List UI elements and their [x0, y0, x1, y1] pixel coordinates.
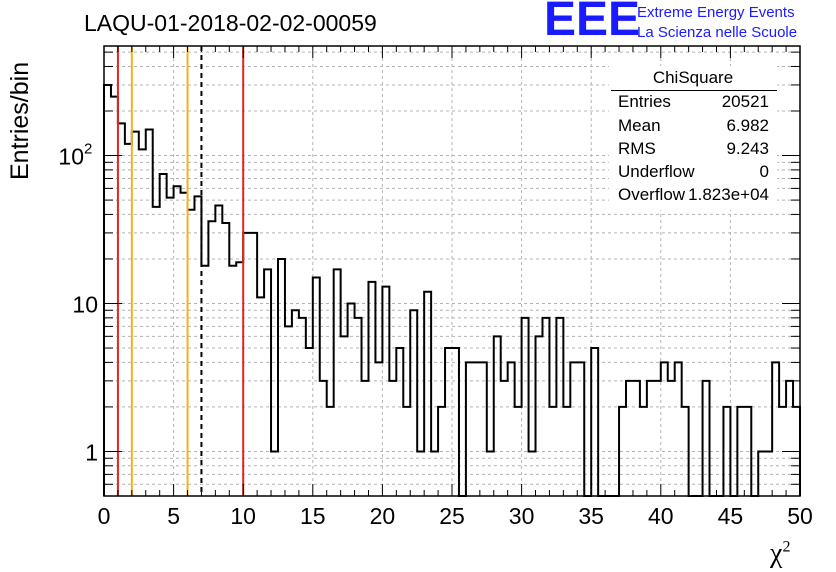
- histogram-bin: [675, 362, 682, 496]
- histogram-bin: [250, 233, 257, 496]
- chart-title: LAQU-01-2018-02-02-00059: [84, 10, 377, 36]
- stats-title: ChiSquare: [652, 68, 734, 87]
- x-axis-label: χ2: [770, 538, 791, 569]
- histogram-bin: [494, 336, 501, 496]
- stats-label: Overflow: [618, 185, 686, 204]
- x-tick-label: 45: [718, 503, 744, 529]
- histogram-bin: [285, 326, 292, 496]
- stats-label: RMS: [618, 139, 656, 158]
- histogram-bin: [445, 348, 452, 496]
- histogram-bin: [132, 132, 139, 496]
- stats-value: 1.823e+04: [688, 185, 769, 204]
- histogram-bin: [341, 336, 348, 496]
- eee-logo-mark: EEE: [544, 0, 641, 46]
- stats-value: 0: [759, 162, 769, 181]
- logo-line-1: Extreme Energy Events: [637, 4, 795, 21]
- histogram-series: [103, 83, 801, 497]
- histogram-bin: [452, 348, 459, 496]
- histogram-bin: [473, 362, 480, 496]
- histogram-bin: [661, 362, 668, 496]
- histogram-bin: [153, 207, 160, 496]
- histogram-bin: [320, 381, 327, 496]
- histogram-bin: [591, 348, 598, 496]
- logo-line-2: La Scienza nelle Scuole: [637, 24, 798, 41]
- x-tick-label: 10: [230, 503, 256, 529]
- histogram-bin: [160, 174, 167, 496]
- histogram-bin: [466, 362, 473, 496]
- stats-value: 20521: [721, 92, 769, 111]
- histogram-bin: [181, 193, 188, 496]
- x-tick-label: 50: [787, 503, 813, 529]
- y-tick-label-exponent: 2: [84, 141, 92, 158]
- histogram-bin: [570, 362, 577, 496]
- stats-divider: [611, 90, 777, 91]
- histogram-bin: [577, 362, 584, 496]
- x-tick-label: 35: [578, 503, 604, 529]
- histogram-bin: [111, 97, 118, 496]
- stats-value: 9.243: [726, 139, 769, 158]
- x-tick-label: 20: [370, 503, 396, 529]
- histogram-bin: [626, 381, 633, 496]
- histogram-bin: [647, 381, 654, 496]
- histogram-bin: [508, 362, 515, 496]
- x-tick-label: 15: [300, 503, 326, 529]
- histogram-bin: [668, 381, 675, 496]
- histogram-bin: [215, 205, 222, 496]
- histogram-bin: [278, 259, 285, 496]
- histogram-bin: [633, 381, 640, 496]
- histogram-bin: [243, 233, 250, 496]
- histogram-bin: [104, 85, 111, 496]
- histogram-bin: [480, 362, 487, 496]
- histogram-bin: [772, 362, 779, 496]
- histogram-bin: [125, 144, 132, 496]
- stats-label: Mean: [618, 116, 661, 135]
- histogram-bin: [118, 123, 125, 496]
- histogram-bin: [410, 310, 417, 496]
- histogram-bin: [292, 310, 299, 496]
- x-tick-label: 5: [167, 503, 180, 529]
- axis-ticks: [103, 46, 801, 497]
- histogram-bin: [139, 149, 146, 496]
- x-tick-label: 30: [509, 503, 535, 529]
- stats-value: 6.982: [726, 116, 769, 135]
- x-tick-label: 0: [98, 503, 111, 529]
- y-tick-label: 10: [58, 144, 84, 170]
- histogram-bin: [146, 129, 153, 496]
- histogram-bin: [348, 304, 355, 496]
- histogram-bin: [222, 223, 229, 496]
- histogram-bin: [362, 381, 369, 496]
- histogram-bin: [306, 348, 313, 496]
- histogram-bin: [703, 381, 710, 496]
- stats-label: Underflow: [618, 162, 695, 181]
- stats-box: ChiSquare Entries 20521 Mean 6.982 RMS 9…: [609, 66, 777, 210]
- histogram-bin: [236, 262, 243, 496]
- stats-label: Entries: [618, 92, 671, 111]
- histogram-bin: [396, 348, 403, 496]
- y-tick-label: 10: [72, 292, 98, 318]
- y-tick-label: 1: [85, 439, 98, 465]
- histogram-bin: [375, 362, 382, 496]
- threshold-lines: [116, 46, 245, 496]
- histogram-bin: [536, 336, 543, 496]
- y-axis-label: Entries/bin: [6, 61, 34, 180]
- histogram-outline: [103, 83, 801, 497]
- histogram-bin: [188, 210, 195, 496]
- histogram-bin: [368, 282, 375, 496]
- histogram-bin: [786, 381, 793, 496]
- x-tick-label: 40: [648, 503, 674, 529]
- x-tick-label: 25: [439, 503, 465, 529]
- histogram-bin: [501, 381, 508, 496]
- histogram-bin: [208, 221, 215, 496]
- histogram-bin: [654, 381, 661, 496]
- histogram-bin: [389, 381, 396, 496]
